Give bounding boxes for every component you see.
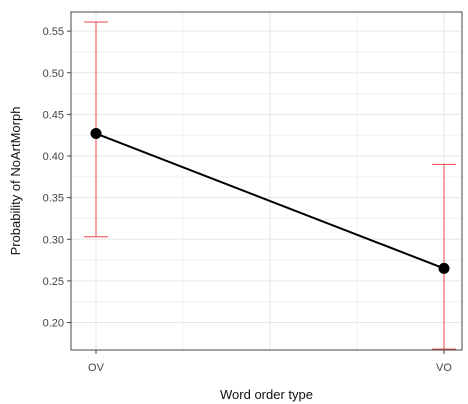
data-point [438, 262, 450, 274]
y-tick-label: 0.40 [43, 151, 64, 163]
series-line [95, 132, 445, 270]
grid-lines [71, 12, 462, 350]
y-tick-label: 0.25 [43, 276, 64, 288]
data-point [90, 128, 102, 140]
plot-panel-border [70, 11, 463, 351]
x-tick-label: VO [436, 362, 452, 374]
y-tick-label: 0.30 [43, 234, 64, 246]
x-axis-ticks: OV VO [88, 350, 452, 374]
y-tick-label: 0.35 [43, 193, 64, 205]
y-tick-label: 0.20 [43, 318, 64, 330]
series-lines [95, 132, 445, 270]
y-tick-label: 0.55 [43, 26, 64, 38]
y-tick-label: 0.50 [43, 68, 64, 80]
data-points [90, 128, 450, 274]
x-tick-label: OV [88, 362, 105, 374]
x-axis-title: Word order type [220, 387, 313, 402]
y-axis-ticks: 0.20 0.25 0.30 0.35 0.40 0.45 0.50 0.55 [43, 26, 71, 330]
y-axis-title: Probability of NoArtMorph [8, 107, 23, 256]
y-tick-label: 0.45 [43, 109, 64, 121]
